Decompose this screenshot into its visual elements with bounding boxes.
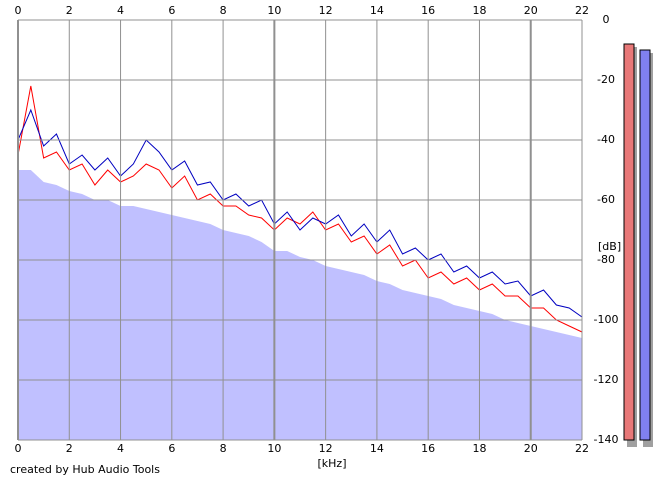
x-tick-label-top: 4 <box>117 4 124 17</box>
spectrum-area <box>18 170 582 440</box>
y-tick-label: -20 <box>597 73 615 86</box>
y-tick-label: -80 <box>597 253 615 266</box>
x-tick-label-bottom: 20 <box>524 442 538 455</box>
x-tick-label-top: 22 <box>575 4 589 17</box>
x-axis-label: [kHz] <box>318 457 347 470</box>
x-tick-label-bottom: 6 <box>168 442 175 455</box>
level-meter <box>639 49 651 441</box>
y-tick-label: -40 <box>597 133 615 146</box>
x-tick-label-bottom: 0 <box>15 442 22 455</box>
x-tick-label-bottom: 16 <box>421 442 435 455</box>
x-tick-label-top: 6 <box>168 4 175 17</box>
x-tick-label-top: 10 <box>267 4 281 17</box>
x-tick-label-top: 18 <box>472 4 486 17</box>
y-tick-label: 0 <box>603 13 610 26</box>
x-tick-label-bottom: 4 <box>117 442 124 455</box>
x-tick-label-bottom: 2 <box>66 442 73 455</box>
spectrum-line <box>17 108 583 318</box>
y-axis-label: [dB] <box>598 240 621 253</box>
x-tick-label-top: 14 <box>370 4 384 17</box>
x-tick-label-top: 8 <box>220 4 227 17</box>
y-tick-label: -140 <box>594 433 619 446</box>
spectrum-line <box>17 85 583 333</box>
x-tick-label-bottom: 22 <box>575 442 589 455</box>
footer: created by Hub Audio Tools <box>10 463 160 476</box>
x-tick-label-top: 12 <box>319 4 333 17</box>
x-tick-label-bottom: 8 <box>220 442 227 455</box>
y-tick-label: -100 <box>594 313 619 326</box>
x-tick-label-top: 16 <box>421 4 435 17</box>
y-tick-label: -120 <box>594 373 619 386</box>
y-tick-label: -60 <box>597 193 615 206</box>
x-tick-label-bottom: 12 <box>319 442 333 455</box>
x-tick-label-bottom: 10 <box>267 442 281 455</box>
x-tick-label-top: 2 <box>66 4 73 17</box>
level-meter <box>623 43 635 441</box>
x-tick-label-top: 0 <box>15 4 22 17</box>
x-tick-label-top: 20 <box>524 4 538 17</box>
x-tick-label-bottom: 14 <box>370 442 384 455</box>
x-tick-label-bottom: 18 <box>472 442 486 455</box>
